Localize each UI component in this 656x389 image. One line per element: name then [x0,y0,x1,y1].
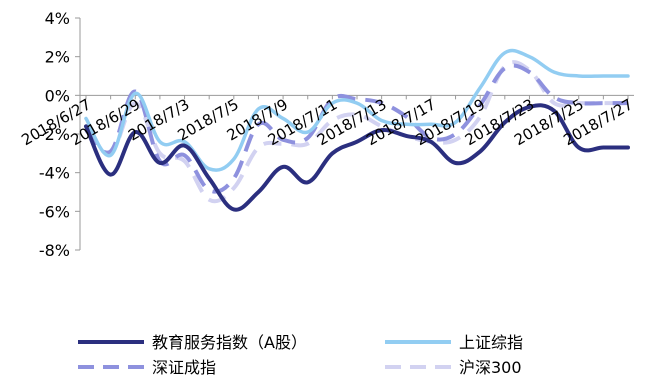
series-line-1 [84,48,630,172]
legend-item-3: 沪深300 [385,358,522,377]
y-tick-label: 4% [45,9,70,28]
series-line-0 [84,103,630,212]
y-tick-label: -6% [39,202,70,221]
legend-label: 教育服务指数（A股） [152,333,307,352]
y-tick-label: -4% [39,164,70,183]
axes: 4% 2% 0% -2% -4% -6% -8% [39,9,634,260]
legend-item-2: 深证成指 [78,358,216,377]
legend-item-0: 教育服务指数（A股） [78,333,307,352]
series-line-3 [84,60,628,204]
legend-label: 深证成指 [152,358,216,377]
legend-label: 上证综指 [459,333,523,352]
legend-item-1: 上证综指 [385,333,523,352]
series-lines [84,48,630,212]
y-tick-label: 0% [45,86,70,105]
y-tick-label: -2% [39,125,70,144]
legend-label: 沪深300 [459,358,522,377]
y-tick-label: -8% [39,241,70,260]
y-tick-label: 2% [45,48,70,67]
